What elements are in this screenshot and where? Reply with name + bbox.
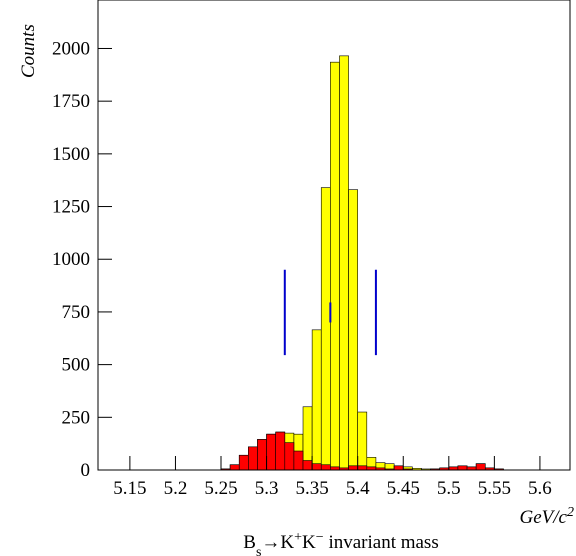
histogram-bar — [266, 433, 276, 471]
histogram-bar — [348, 189, 358, 471]
histogram-bar — [348, 465, 358, 471]
y-tick-label: 2000 — [52, 38, 90, 59]
y-tick-label: 750 — [62, 302, 91, 323]
x-tick-label: 5.2 — [164, 478, 188, 499]
y-tick-label: 1750 — [52, 91, 90, 112]
histogram-bar — [330, 61, 340, 471]
y-tick-label: 250 — [62, 407, 91, 428]
histogram-bar — [284, 442, 295, 471]
histogram-bar — [293, 450, 304, 471]
x-tick-label: 5.5 — [437, 478, 461, 499]
x-axis-label: GeV/c2 — [520, 505, 574, 529]
histogram-bar — [339, 55, 349, 471]
text-part: − — [316, 530, 324, 545]
histogram-bar — [393, 465, 404, 471]
text-part: 2 — [567, 505, 574, 520]
histogram-bar — [475, 463, 486, 471]
histogram-bar — [248, 446, 258, 471]
text-part: GeV/c — [520, 507, 568, 528]
x-tick-label: 5.6 — [528, 478, 552, 499]
histogram-bar — [357, 411, 368, 471]
y-axis-label: Counts — [18, 24, 39, 78]
plot-frame — [97, 0, 571, 471]
x-tick-label: 5.4 — [346, 478, 370, 499]
text-part: K — [302, 532, 316, 553]
text-part: invariant mass — [324, 532, 439, 553]
x-tick-label: 5.35 — [296, 478, 329, 499]
x-tick-label: 5.25 — [204, 478, 237, 499]
histogram-bar — [311, 463, 322, 471]
x-tick-label: 5.15 — [113, 478, 146, 499]
y-tick-label: 1000 — [52, 249, 90, 270]
histogram-bar — [457, 465, 468, 471]
histogram-bar — [238, 454, 249, 471]
chart-title: Bs→K+K− invariant mass — [243, 530, 438, 556]
histogram-bar — [275, 431, 286, 471]
histogram-bar — [257, 439, 267, 471]
histogram-bar — [229, 464, 240, 471]
text-part: →K — [261, 532, 294, 553]
histogram-bar — [357, 465, 368, 471]
x-tick-label: 5.55 — [478, 478, 511, 499]
x-tick-label: 5.3 — [255, 478, 279, 499]
histogram-bar — [320, 464, 331, 471]
y-tick-label: 1500 — [52, 144, 90, 165]
text-part: + — [294, 530, 302, 545]
y-tick-label: 0 — [81, 460, 91, 481]
histogram-bar — [302, 460, 313, 471]
y-tick-label: 1250 — [52, 197, 90, 218]
histogram-bar — [320, 187, 331, 471]
x-tick-label: 5.45 — [387, 478, 420, 499]
histogram-bar — [311, 329, 322, 471]
y-tick-label: 500 — [62, 355, 91, 376]
text-part: s — [256, 545, 261, 556]
text-part: B — [243, 532, 256, 553]
